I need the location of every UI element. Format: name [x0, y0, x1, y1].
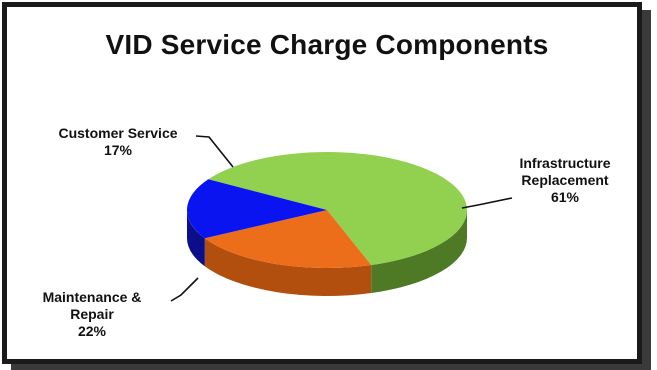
leader-line-customer-service	[195, 135, 234, 168]
chart-frame: VID Service Charge Components	[2, 2, 642, 364]
leader-line-maintenance-repair	[170, 277, 199, 302]
leader-line-infrastructure-replacement	[461, 197, 513, 209]
data-label-value-customer-service: 17%	[104, 142, 133, 158]
data-label-name-infrastructure-replacement: Infrastructure	[519, 155, 610, 171]
pie-slice-customer-service	[187, 179, 327, 239]
data-label-name-infrastructure-replacement: Replacement	[521, 172, 608, 188]
pie-slice-infrastructure-replacement	[208, 152, 468, 266]
chart-title: VID Service Charge Components	[105, 29, 549, 60]
data-label-name-customer-service: Customer Service	[58, 125, 177, 141]
pie-side-customer-service	[187, 210, 205, 267]
data-label-name-maintenance-repair: Repair	[70, 306, 114, 322]
data-label-value-infrastructure-replacement: 61%	[551, 189, 580, 205]
data-label-value-maintenance-repair: 22%	[78, 323, 107, 339]
pie-slice-maintenance-repair	[204, 210, 372, 268]
data-label-name-maintenance-repair: Maintenance &	[43, 289, 142, 305]
pie-side-maintenance-repair	[204, 238, 372, 296]
pie-side-infrastructure-replacement	[371, 210, 467, 294]
